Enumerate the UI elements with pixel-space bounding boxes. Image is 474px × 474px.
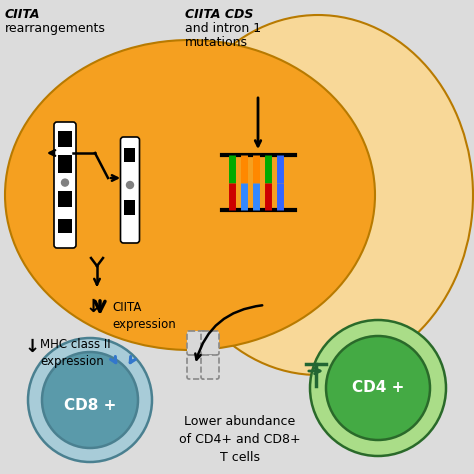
Circle shape — [28, 338, 152, 462]
Ellipse shape — [163, 15, 473, 375]
Text: CIITA: CIITA — [5, 8, 40, 21]
Circle shape — [127, 182, 134, 189]
Text: CIITA
expression: CIITA expression — [112, 301, 176, 331]
Bar — [58, 191, 72, 207]
FancyBboxPatch shape — [187, 355, 205, 379]
Text: mutations: mutations — [185, 36, 248, 49]
FancyBboxPatch shape — [201, 355, 219, 379]
FancyBboxPatch shape — [120, 137, 139, 243]
Ellipse shape — [5, 40, 375, 350]
Bar — [125, 148, 136, 162]
Bar — [58, 219, 72, 233]
Circle shape — [62, 179, 69, 186]
FancyBboxPatch shape — [54, 122, 76, 248]
Bar — [125, 200, 136, 215]
Text: MHC class II
expression: MHC class II expression — [40, 338, 110, 368]
Bar — [58, 131, 72, 146]
Circle shape — [42, 352, 138, 448]
FancyBboxPatch shape — [201, 331, 219, 355]
FancyBboxPatch shape — [187, 331, 205, 355]
Text: CD4 +: CD4 + — [352, 381, 404, 395]
Text: CD8 +: CD8 + — [64, 398, 116, 412]
Circle shape — [326, 336, 430, 440]
Text: Lower abundance
of CD4+ and CD8+
T cells: Lower abundance of CD4+ and CD8+ T cells — [179, 415, 301, 464]
Text: CIITA CDS: CIITA CDS — [185, 8, 254, 21]
Text: rearrangements: rearrangements — [5, 22, 106, 35]
Text: ↓: ↓ — [25, 338, 40, 356]
Circle shape — [310, 320, 446, 456]
Text: ↓: ↓ — [85, 298, 100, 316]
Text: and intron 1: and intron 1 — [185, 22, 261, 35]
Bar — [58, 155, 72, 173]
